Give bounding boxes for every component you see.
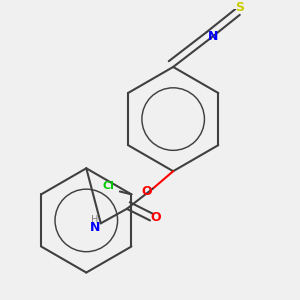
Text: S: S (235, 1, 244, 14)
Text: H: H (91, 215, 99, 225)
Text: N: N (208, 30, 218, 43)
Text: O: O (142, 185, 152, 198)
Text: N: N (90, 221, 100, 234)
Text: O: O (151, 211, 161, 224)
Text: Cl: Cl (102, 181, 114, 191)
